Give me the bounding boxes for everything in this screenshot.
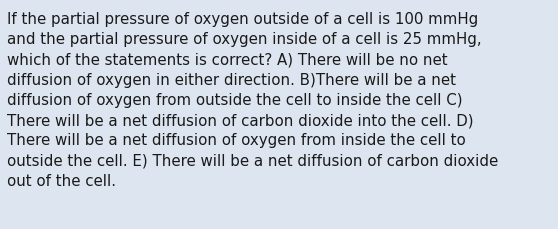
Text: out of the cell.: out of the cell. [7, 173, 116, 188]
Text: and the partial pressure of oxygen inside of a cell is 25 mmHg,: and the partial pressure of oxygen insid… [7, 32, 482, 47]
Text: There will be a net diffusion of carbon dioxide into the cell. D): There will be a net diffusion of carbon … [7, 113, 474, 128]
Text: diffusion of oxygen from outside the cell to inside the cell C): diffusion of oxygen from outside the cel… [7, 93, 463, 108]
Text: There will be a net diffusion of oxygen from inside the cell to: There will be a net diffusion of oxygen … [7, 133, 466, 148]
Text: diffusion of oxygen in either direction. B)There will be a net: diffusion of oxygen in either direction.… [7, 72, 456, 87]
Text: which of the statements is correct? A) There will be no net: which of the statements is correct? A) T… [7, 52, 448, 67]
Text: outside the cell. E) There will be a net diffusion of carbon dioxide: outside the cell. E) There will be a net… [7, 153, 498, 168]
Text: If the partial pressure of oxygen outside of a cell is 100 mmHg: If the partial pressure of oxygen outsid… [7, 12, 479, 27]
